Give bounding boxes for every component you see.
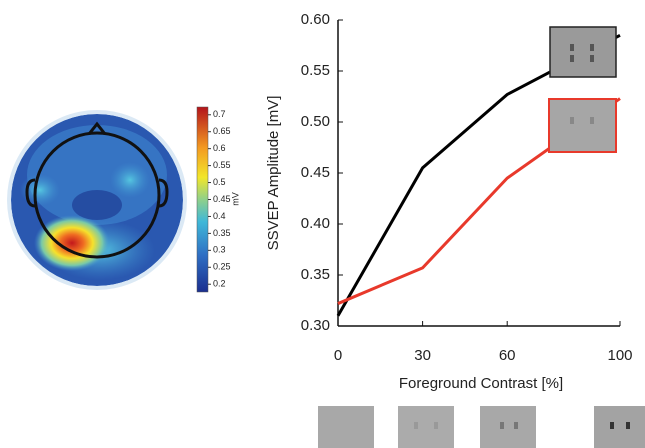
y-tick-label: 0.35: [301, 266, 330, 283]
colorbar-label: mV: [230, 192, 240, 206]
x-axis-label: Foreground Contrast [%]: [399, 375, 563, 392]
y-tick-label: 0.40: [301, 215, 330, 232]
colorbar-tick-label: 0.5: [213, 177, 226, 187]
colorbar-tick-label: 0.25: [213, 262, 231, 272]
colorbar-tick-label: 0.7: [213, 109, 226, 119]
colorbar-tick-label: 0.4: [213, 211, 226, 221]
colorbar-tick-label: 0.45: [213, 194, 231, 204]
colorbar-tick-label: 0.55: [213, 160, 231, 170]
y-axis-label: SSVEP Amplitude [mV]: [265, 96, 282, 251]
topomap: [7, 106, 209, 293]
stimuli: [318, 26, 645, 448]
y-tick-label: 0.30: [301, 317, 330, 334]
colorbar-tick-label: 0.65: [213, 126, 231, 136]
colorbar-tick-label: 0.6: [213, 143, 226, 153]
x-tick-label: 30: [414, 347, 431, 364]
y-tick-label: 0.45: [301, 164, 330, 181]
x-tick-label: 60: [499, 347, 516, 364]
y-tick-label: 0.50: [301, 113, 330, 130]
y-tick-label: 0.60: [301, 11, 330, 28]
colorbar-tick-label: 0.3: [213, 245, 226, 255]
x-tick-label: 0: [334, 347, 342, 364]
x-tick-label: 100: [607, 347, 632, 364]
y-tick-label: 0.55: [301, 62, 330, 79]
colorbar-tick-label: 0.2: [213, 279, 226, 289]
colorbar-tick-label: 0.35: [213, 228, 231, 238]
